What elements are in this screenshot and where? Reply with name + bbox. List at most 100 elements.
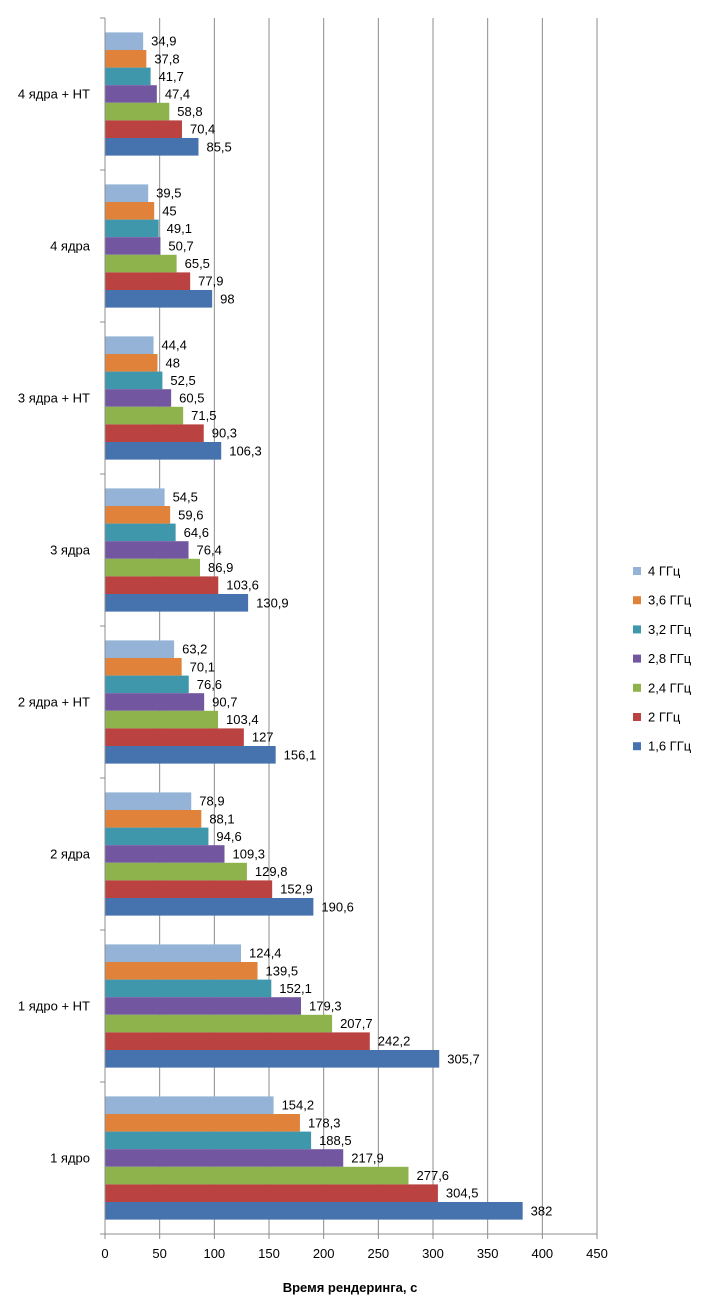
data-label: 34,9	[151, 34, 176, 49]
x-tick-label: 0	[101, 1246, 108, 1261]
legend-label: 1,6 ГГц	[648, 739, 692, 754]
bar	[105, 810, 202, 828]
bar	[105, 979, 272, 998]
legend-label: 2 ГГц	[648, 710, 681, 725]
data-label: 103,4	[226, 712, 259, 727]
data-label: 106,3	[229, 443, 262, 458]
data-label: 90,7	[212, 695, 237, 710]
bar	[105, 576, 219, 594]
data-label: 94,6	[216, 829, 241, 844]
bar	[105, 1166, 409, 1185]
category-label: 2 ядра + HT	[18, 695, 90, 710]
category-labels: 4 ядра + HT 4 ядра 3 ядра + HT 3 ядра 2 ядра…	[18, 87, 91, 1166]
data-label: 305,7	[447, 1051, 480, 1066]
data-label: 64,6	[184, 525, 209, 540]
data-label: 39,5	[156, 186, 181, 201]
bar	[105, 371, 163, 390]
data-label: 50,7	[168, 239, 193, 254]
bar	[105, 523, 176, 542]
category-label: 3 ядра	[50, 543, 91, 558]
x-tick-label: 150	[258, 1246, 280, 1261]
x-tick-label: 200	[313, 1246, 335, 1261]
data-labels: 34,9 37,8 41,7 47,4 58,8 70,4 85,5 39,5 45 49,1 50…	[151, 34, 552, 1219]
data-label: 154,2	[282, 1098, 315, 1113]
bar	[105, 898, 314, 916]
data-label: 77,9	[198, 274, 223, 289]
data-label: 139,5	[266, 963, 299, 978]
legend-label: 3,6 ГГц	[648, 593, 692, 608]
x-tick-label: 50	[152, 1246, 166, 1261]
bar	[105, 594, 249, 612]
data-label: 152,1	[279, 981, 312, 996]
bar	[105, 728, 244, 746]
legend-swatch	[633, 567, 641, 575]
data-label: 188,5	[319, 1133, 352, 1148]
data-label: 277,6	[417, 1168, 450, 1183]
category-label: 4 ядра	[50, 239, 91, 254]
data-label: 86,9	[208, 560, 233, 575]
bar	[105, 827, 209, 846]
bar	[105, 442, 222, 460]
bar	[105, 237, 161, 255]
bar	[105, 710, 219, 729]
data-label: 304,5	[446, 1186, 479, 1201]
bar	[105, 792, 192, 810]
data-label: 59,6	[178, 507, 203, 522]
data-label: 130,9	[256, 595, 289, 610]
x-tick-label: 450	[586, 1246, 608, 1261]
data-label: 45	[162, 203, 176, 218]
data-label: 70,4	[190, 122, 215, 137]
legend-label: 2,8 ГГц	[648, 651, 692, 666]
bar	[105, 406, 184, 425]
bar	[105, 944, 242, 962]
bar	[105, 506, 171, 524]
gridlines	[159, 18, 598, 1234]
data-label: 85,5	[206, 139, 231, 154]
data-label: 217,9	[351, 1151, 384, 1166]
data-label: 103,6	[226, 578, 259, 593]
data-label: 127	[252, 730, 274, 745]
bar	[105, 32, 144, 50]
data-label: 76,6	[197, 677, 222, 692]
bar	[105, 290, 213, 308]
bar	[105, 1202, 523, 1220]
bar	[105, 880, 273, 898]
legend-swatch	[633, 742, 641, 751]
x-tick-label: 350	[477, 1246, 499, 1261]
bar	[105, 219, 159, 238]
bar	[105, 675, 189, 694]
data-label: 54,5	[173, 490, 198, 505]
bar	[105, 862, 247, 881]
data-label: 88,1	[209, 811, 234, 826]
data-label: 44,4	[162, 338, 187, 353]
bar	[105, 541, 189, 559]
bar	[105, 1114, 300, 1132]
data-label: 71,5	[191, 408, 216, 423]
bars	[105, 32, 523, 1220]
bar	[105, 85, 157, 103]
bar	[105, 354, 158, 372]
legend-label: 4 ГГц	[648, 564, 681, 579]
data-label: 65,5	[185, 256, 210, 271]
x-tick-labels: 0 50 100 150 200 250 300 350 400 450	[101, 1246, 607, 1261]
bar	[105, 1050, 440, 1068]
data-label: 48	[165, 355, 179, 370]
bar	[105, 746, 276, 764]
data-label: 124,4	[249, 946, 282, 961]
bar	[105, 184, 149, 202]
bar	[105, 658, 182, 676]
data-label: 152,9	[280, 882, 313, 897]
data-label: 109,3	[233, 847, 266, 862]
legend-swatch	[633, 713, 641, 721]
bar	[105, 336, 154, 354]
bar	[105, 640, 175, 658]
legend-swatch	[633, 654, 641, 663]
data-label: 207,7	[340, 1016, 373, 1031]
data-label: 70,1	[190, 659, 215, 674]
legend-label: 3,2 ГГц	[648, 622, 692, 637]
bar	[105, 202, 155, 220]
bar	[105, 254, 177, 273]
data-label: 41,7	[159, 69, 184, 84]
data-label: 179,3	[309, 999, 342, 1014]
data-label: 129,8	[255, 864, 288, 879]
